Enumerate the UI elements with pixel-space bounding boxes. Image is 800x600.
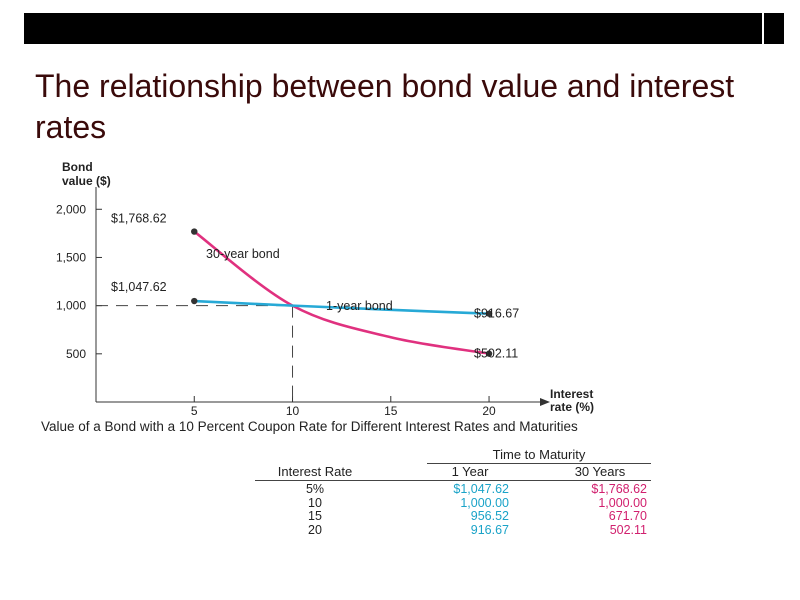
x-axis-label-line1: Interest — [550, 387, 593, 401]
table-cell-1-year: 1,000.00 — [460, 495, 509, 510]
table-cell-1-year: 956.52 — [470, 509, 509, 523]
y-tick-label: 500 — [66, 347, 86, 361]
series-line-1-year-bond — [194, 299, 490, 315]
point-1-year-end — [485, 310, 493, 317]
x-tick-label: 10 — [286, 404, 300, 418]
y-tick-label: 2,000 — [56, 202, 86, 216]
table-cell-rate: 15 — [308, 509, 322, 523]
annotation-start-30-year: $1,768.62 — [111, 212, 167, 226]
table-cell-rate: 5% — [305, 482, 325, 496]
x-tick-label: 5 — [191, 404, 198, 418]
y-axis-label-line2: value ($) — [62, 174, 111, 188]
table-row: 15 956.52 671.70 — [255, 509, 651, 524]
table-row: 10 1,000.00 1,000.00 — [255, 495, 651, 511]
point-1-year-start — [191, 297, 198, 305]
table-cell-rate: 10 — [308, 495, 322, 510]
slide-title: The relationship between bond value and … — [35, 68, 735, 145]
table-row: 20 916.67 502.11 — [255, 522, 651, 538]
table-group-header: Time to Maturity — [427, 447, 651, 464]
title-bar — [24, 13, 762, 44]
table-cell-30-years: $1,768.62 — [591, 482, 647, 496]
x-axis-arrow — [540, 398, 550, 406]
table-header-1-year: 1 Year — [451, 464, 489, 479]
table-cell-30-years: 502.11 — [609, 522, 647, 537]
y-tick-label: 1,500 — [56, 250, 86, 264]
table-cell-1-year: 916.67 — [470, 522, 509, 537]
x-tick-label: 20 — [482, 404, 496, 418]
table-header-rule — [255, 480, 651, 481]
series-label-1-year-bond: 1-year bond — [326, 299, 393, 313]
annotation-end-30-year: $502.11 — [474, 347, 518, 361]
table-cell-30-years: 671.70 — [608, 509, 647, 523]
x-axis-label-line2: rate (%) — [550, 400, 594, 414]
series-label-30-year-bond: 30-year bond — [206, 247, 280, 261]
x-tick-label: 15 — [384, 404, 398, 418]
table-header-30-years: 30 Years — [574, 464, 626, 479]
table-body: 5% $1,047.62 $1,768.62 10 1,000.00 1,000.00 15… — [255, 482, 651, 538]
table-cell-1-year: $1,047.62 — [453, 482, 509, 496]
title-bar-end — [764, 13, 784, 44]
table-row: 5% $1,047.62 $1,768.62 — [255, 482, 651, 497]
point-30-year-end — [485, 350, 493, 357]
table-cell-30-years: 1,000.00 — [598, 495, 647, 510]
annotation-start-1-year: $1,047.62 — [111, 280, 167, 294]
table-cell-rate: 20 — [308, 522, 322, 537]
point-30-year-start — [191, 228, 198, 235]
y-axis-label-line1: Bond — [62, 160, 93, 174]
series-line-30-year-bond — [193, 230, 490, 355]
chart-caption: Value of a Bond with a 10 Percent Coupon… — [41, 419, 578, 434]
annotation-end-1-year: $916.67 — [474, 307, 519, 321]
table-header-interest-rate: Interest Rate — [277, 464, 353, 479]
y-tick-label: 1,000 — [56, 299, 86, 313]
